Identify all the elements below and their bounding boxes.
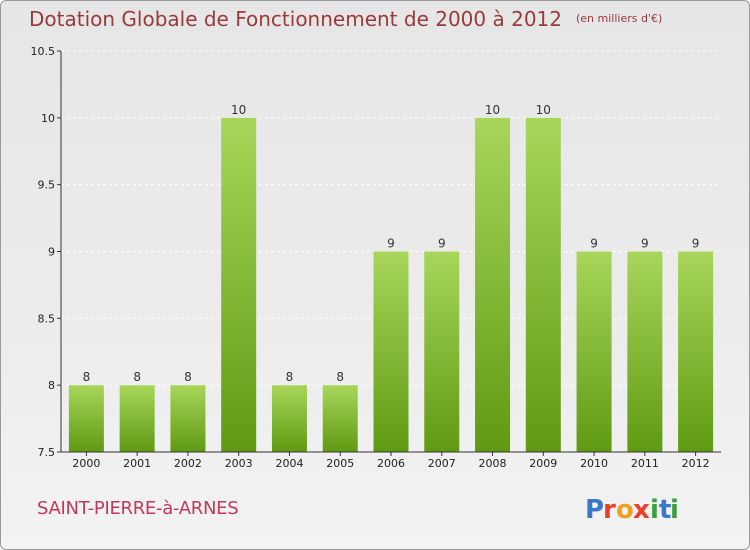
bar — [221, 117, 257, 452]
bar — [576, 251, 612, 452]
bar — [373, 251, 409, 452]
data-label: 9 — [590, 237, 598, 251]
bars-group — [68, 117, 714, 452]
x-tick-label: 2005 — [326, 457, 354, 470]
y-tick-label: 10.5 — [31, 45, 56, 58]
x-tick-label: 2001 — [123, 457, 151, 470]
x-tick-label: 2012 — [682, 457, 710, 470]
y-tick-label: 9.5 — [38, 179, 56, 192]
y-tick-label: 8 — [48, 379, 55, 392]
x-tick-label: 2007 — [428, 457, 456, 470]
data-label: 8 — [133, 370, 141, 384]
bar — [119, 385, 155, 452]
data-label: 8 — [83, 370, 91, 384]
x-tick-label: 2011 — [631, 457, 659, 470]
data-label: 10 — [485, 103, 500, 117]
logo-letter: x — [633, 495, 650, 525]
data-label: 10 — [536, 103, 551, 117]
x-tick-label: 2008 — [479, 457, 507, 470]
bar — [627, 251, 663, 452]
data-label: 8 — [286, 370, 294, 384]
y-tick-label: 9 — [48, 246, 55, 259]
labels-group: 7.5 8 8.5 9 9.5 10 10.5 2000 8 2001 8 2002 8 2003 10 20… — [31, 45, 710, 470]
bar — [678, 251, 714, 452]
x-tick-label: 2006 — [377, 457, 405, 470]
bar — [475, 117, 511, 452]
logo-letter: P — [585, 495, 604, 525]
x-tick-label: 2009 — [529, 457, 557, 470]
logo-letter: i — [650, 495, 659, 525]
logo-letter: i — [670, 495, 679, 525]
data-label: 8 — [184, 370, 192, 384]
bar — [271, 385, 307, 452]
data-label: 9 — [641, 237, 649, 251]
chart-title-text: Dotation Globale de Fonctionnement de 20… — [29, 7, 562, 31]
x-tick-label: 2010 — [580, 457, 608, 470]
x-tick-label: 2004 — [275, 457, 303, 470]
logo-letter: r — [603, 495, 616, 525]
x-tick-label: 2002 — [174, 457, 202, 470]
y-tick-label: 7.5 — [38, 446, 56, 459]
bar — [170, 385, 206, 452]
logo-letter: o — [616, 495, 634, 525]
data-label: 8 — [336, 370, 344, 384]
x-tick-label: 2003 — [225, 457, 253, 470]
bar — [68, 385, 104, 452]
chart-title: Dotation Globale de Fonctionnement de 20… — [29, 7, 662, 31]
bar — [525, 117, 561, 452]
x-tick-label: 2000 — [72, 457, 100, 470]
logo-letter: t — [659, 495, 671, 525]
data-label: 9 — [438, 237, 446, 251]
y-tick-label: 8.5 — [38, 312, 56, 325]
axes — [57, 50, 721, 456]
chart-subtitle: (en milliers d'€) — [576, 12, 663, 25]
data-label: 9 — [692, 237, 700, 251]
bar — [424, 251, 460, 452]
bar — [322, 385, 358, 452]
y-tick-label: 10 — [41, 112, 55, 125]
logo-mark: Pr o x i ti — [585, 495, 679, 525]
data-label: 10 — [231, 103, 246, 117]
data-label: 9 — [387, 237, 395, 251]
commune-name: SAINT-PIERRE-à-ARNES — [37, 498, 239, 519]
